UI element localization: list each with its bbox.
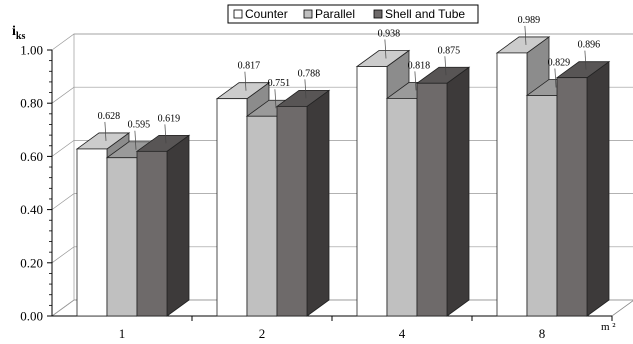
data-label: 0.989 xyxy=(518,15,541,26)
y-axis-label: iks xyxy=(12,24,25,42)
y-tick-label: 0.20 xyxy=(20,255,43,270)
label-leader-line xyxy=(384,39,387,59)
legend-item: Shell and Tube xyxy=(373,7,465,21)
bar-side xyxy=(166,134,190,317)
bar xyxy=(555,60,611,317)
legend-box xyxy=(227,4,479,24)
bar-front xyxy=(356,66,388,317)
data-label: 0.619 xyxy=(158,113,181,124)
bar-front xyxy=(246,115,278,317)
bar xyxy=(495,36,551,317)
legend-swatch xyxy=(303,9,313,19)
legend-label: Counter xyxy=(245,7,288,21)
gridline xyxy=(51,33,633,51)
bar-side xyxy=(446,66,470,317)
label-leader-line xyxy=(524,25,527,45)
data-label: 0.628 xyxy=(98,111,121,122)
bar-front xyxy=(76,148,108,317)
legend-swatch xyxy=(233,9,243,19)
legend-swatch xyxy=(373,9,383,19)
data-label: 0.938 xyxy=(378,28,401,39)
bar xyxy=(415,66,471,317)
bar-front xyxy=(416,82,448,317)
bar-front xyxy=(386,98,418,317)
x-axis-label: m ² xyxy=(601,321,616,333)
data-labels: 0.628 0.595 0.619 0.817 0.751 0.788 0.938 0.818… xyxy=(98,15,601,150)
bars xyxy=(75,36,611,317)
data-label: 0.595 xyxy=(128,120,151,131)
data-label: 0.829 xyxy=(548,57,571,68)
label-leader-line xyxy=(164,124,167,144)
bar-front xyxy=(556,77,588,317)
bar xyxy=(135,134,191,317)
y-tick-label: 0.60 xyxy=(20,149,43,164)
x-tick-label: 8 xyxy=(539,326,546,341)
bar-front xyxy=(276,105,308,317)
legend-label: Parallel xyxy=(315,7,355,21)
data-label: 0.788 xyxy=(298,68,321,79)
label-leader-line xyxy=(414,71,417,91)
y-tick-label: 0.80 xyxy=(20,96,43,111)
label-leader-line xyxy=(104,121,107,141)
y-tick-label: 0.40 xyxy=(20,202,43,217)
label-leader-line xyxy=(134,130,137,150)
label-leader-line xyxy=(554,68,557,88)
bar-front xyxy=(216,98,248,317)
x-tick-label: 2 xyxy=(259,326,266,341)
bar-front xyxy=(526,95,558,317)
data-label: 0.875 xyxy=(438,45,461,56)
legend-item: Counter xyxy=(233,7,288,21)
bar-front xyxy=(496,52,528,317)
label-leader-line xyxy=(274,89,277,109)
bar-side xyxy=(586,60,610,317)
data-label: 0.896 xyxy=(578,40,601,51)
bar-side xyxy=(306,89,330,317)
label-leader-line xyxy=(584,50,587,70)
data-label: 0.817 xyxy=(238,61,261,72)
bar xyxy=(275,89,331,317)
legend-item: Parallel xyxy=(303,7,355,21)
data-label: 0.818 xyxy=(408,60,431,71)
y-tick-label: 1.00 xyxy=(20,43,43,58)
data-label: 0.751 xyxy=(268,78,291,89)
x-tick-label: 1 xyxy=(119,326,126,341)
label-leader-line xyxy=(244,71,247,91)
bar-front xyxy=(136,150,168,317)
bar-front xyxy=(106,157,138,317)
label-leader-line xyxy=(304,79,307,99)
legend: Counter Parallel Shell and Tube xyxy=(227,4,479,24)
legend-label: Shell and Tube xyxy=(385,7,465,21)
x-tick-label: 4 xyxy=(399,326,406,341)
label-leader-line xyxy=(444,56,447,76)
y-tick-label: 0.00 xyxy=(20,309,43,324)
